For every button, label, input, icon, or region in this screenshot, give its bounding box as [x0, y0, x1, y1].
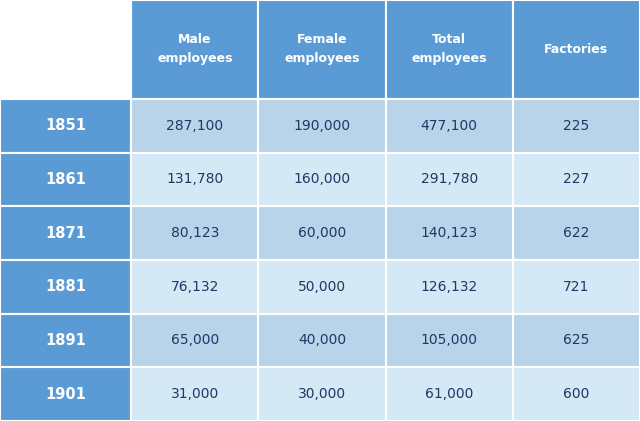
- Bar: [385, 99, 513, 153]
- Text: Female
employees: Female employees: [284, 33, 360, 66]
- Text: 61,000: 61,000: [425, 387, 474, 401]
- Text: 600: 600: [563, 387, 589, 401]
- Bar: [131, 153, 259, 206]
- Bar: [513, 314, 640, 367]
- Bar: [513, 153, 640, 206]
- Bar: [513, 260, 640, 314]
- Bar: [259, 99, 385, 153]
- Bar: [0, 153, 131, 206]
- Text: 1881: 1881: [45, 279, 86, 294]
- Text: 1861: 1861: [45, 172, 86, 187]
- Bar: [131, 314, 259, 367]
- Text: 160,000: 160,000: [293, 173, 351, 187]
- Bar: [0, 99, 131, 153]
- Bar: [131, 0, 259, 99]
- Text: 721: 721: [563, 280, 589, 294]
- Text: 76,132: 76,132: [171, 280, 219, 294]
- Bar: [259, 206, 385, 260]
- Bar: [385, 314, 513, 367]
- Bar: [0, 260, 131, 314]
- Bar: [385, 367, 513, 421]
- Bar: [513, 0, 640, 99]
- Bar: [513, 367, 640, 421]
- Text: 625: 625: [563, 333, 589, 347]
- Text: 30,000: 30,000: [298, 387, 346, 401]
- Bar: [259, 260, 385, 314]
- Bar: [513, 99, 640, 153]
- Text: Male
employees: Male employees: [157, 33, 232, 66]
- Bar: [0, 367, 131, 421]
- Text: 140,123: 140,123: [420, 226, 478, 240]
- Bar: [131, 260, 259, 314]
- Text: 1891: 1891: [45, 333, 86, 348]
- Bar: [131, 99, 259, 153]
- Bar: [385, 206, 513, 260]
- Bar: [385, 260, 513, 314]
- Text: 50,000: 50,000: [298, 280, 346, 294]
- Text: 190,000: 190,000: [293, 119, 351, 133]
- Text: 287,100: 287,100: [166, 119, 223, 133]
- Text: 60,000: 60,000: [298, 226, 346, 240]
- Bar: [0, 314, 131, 367]
- Text: 31,000: 31,000: [171, 387, 219, 401]
- Bar: [385, 0, 513, 99]
- Bar: [131, 367, 259, 421]
- Text: 1901: 1901: [45, 386, 86, 402]
- Text: 227: 227: [563, 173, 589, 187]
- Text: 131,780: 131,780: [166, 173, 223, 187]
- Bar: [0, 206, 131, 260]
- Bar: [385, 153, 513, 206]
- Bar: [0, 0, 131, 99]
- Text: 126,132: 126,132: [420, 280, 478, 294]
- Text: 1871: 1871: [45, 226, 86, 241]
- Bar: [259, 367, 385, 421]
- Text: 1851: 1851: [45, 118, 86, 133]
- Bar: [259, 0, 385, 99]
- Text: 105,000: 105,000: [420, 333, 477, 347]
- Bar: [259, 314, 385, 367]
- Bar: [513, 206, 640, 260]
- Text: 40,000: 40,000: [298, 333, 346, 347]
- Text: 477,100: 477,100: [420, 119, 477, 133]
- Text: 80,123: 80,123: [171, 226, 219, 240]
- Text: Factories: Factories: [545, 43, 609, 56]
- Text: 65,000: 65,000: [171, 333, 219, 347]
- Text: Total
employees: Total employees: [412, 33, 487, 66]
- Bar: [131, 206, 259, 260]
- Bar: [259, 153, 385, 206]
- Text: 291,780: 291,780: [420, 173, 478, 187]
- Text: 622: 622: [563, 226, 589, 240]
- Text: 225: 225: [563, 119, 589, 133]
